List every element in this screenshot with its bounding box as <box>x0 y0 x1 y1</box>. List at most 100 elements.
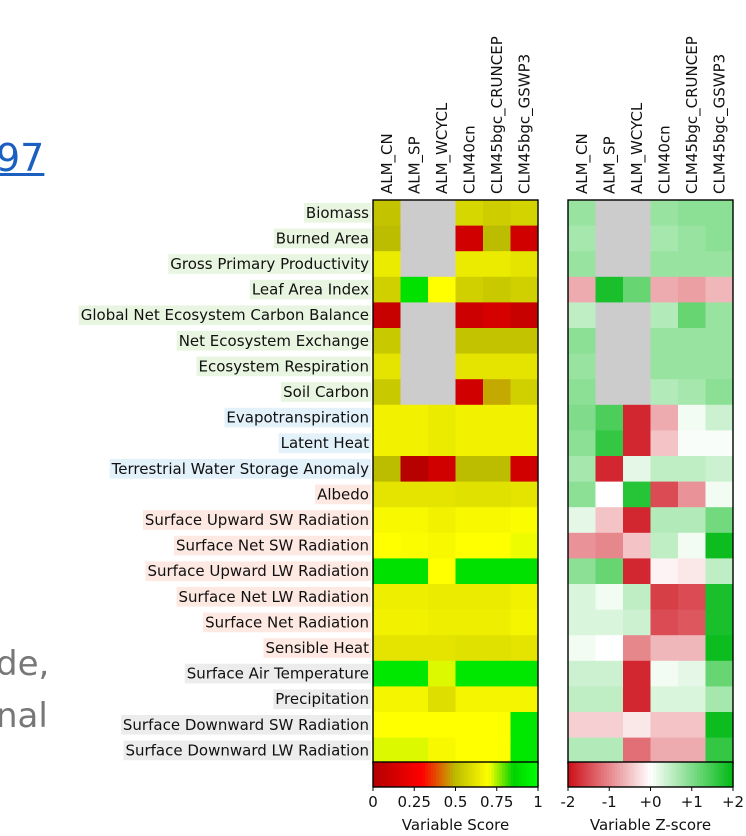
zscore-colorbar-tick-label: +2 <box>722 793 744 811</box>
score-cell <box>455 712 484 739</box>
score-colorbar-segment <box>384 762 388 787</box>
row-label-background <box>273 228 371 249</box>
score-cell <box>400 430 429 457</box>
zscore-cell <box>623 430 651 457</box>
score-colorbar-segment <box>375 762 380 787</box>
score-colorbar-segment <box>428 762 432 787</box>
score-cell <box>455 532 484 559</box>
zscore-cell <box>650 302 679 329</box>
score-colorbar-segment <box>417 762 421 787</box>
zscore-cell <box>595 532 624 559</box>
zscore-colorbar-segment <box>683 762 687 787</box>
zscore-colorbar-segment <box>592 762 597 787</box>
score-cell <box>510 584 539 611</box>
score-cell <box>510 328 539 355</box>
score-cell <box>428 635 456 662</box>
zscore-cell <box>568 456 596 483</box>
row-label-background <box>173 535 371 556</box>
zscore-colorbar-segment <box>727 762 731 787</box>
score-cell <box>455 686 484 713</box>
score-cell <box>428 532 456 559</box>
score-colorbar-segment <box>488 762 492 787</box>
zscore-column-label: ALM_CN <box>573 133 592 194</box>
zscore-cell <box>595 737 624 764</box>
zscore-colorbar-segment <box>716 762 720 787</box>
row-label: Surface Air Temperature <box>187 665 369 683</box>
row-label-background <box>176 331 371 351</box>
score-colorbar-segment <box>450 762 454 787</box>
row-label: Surface Net LW Radiation <box>179 588 370 606</box>
score-cell <box>400 635 429 662</box>
zscore-column-label: CLM40cn <box>655 125 673 194</box>
zscore-colorbar-segment <box>700 762 704 787</box>
score-colorbar-segment <box>535 762 539 787</box>
row-label-background <box>303 203 371 223</box>
background-link-fragment[interactable]: 97 <box>0 136 45 180</box>
zscore-colorbar-segment <box>722 762 726 787</box>
zscore-colorbar-segment <box>653 762 657 787</box>
zscore-cell <box>705 225 734 252</box>
score-cell <box>510 507 539 534</box>
score-cell <box>373 251 401 278</box>
zscore-cell <box>705 251 734 278</box>
row-label: Surface Net SW Radiation <box>176 537 369 555</box>
row-label: Surface Upward SW Radiation <box>145 511 369 529</box>
score-cell <box>428 686 456 713</box>
score-colorbar-segment <box>502 762 506 787</box>
zscore-colorbar-segment <box>614 762 619 787</box>
zscore-cell <box>595 456 624 483</box>
score-cell <box>483 430 511 457</box>
score-cell <box>373 200 401 227</box>
score-cell <box>510 379 539 406</box>
score-cell <box>455 507 484 534</box>
zscore-cell <box>678 456 706 483</box>
score-colorbar-segment <box>516 762 520 787</box>
zscore-column-label: CLM45bgc_CRUNCEP <box>683 36 702 194</box>
score-cell <box>455 225 484 252</box>
background-fragment-top: • <box>0 0 22 17</box>
zscore-cell <box>678 404 706 431</box>
zscore-colorbar-segment <box>702 762 707 787</box>
row-label-background <box>145 561 371 581</box>
row-label: Burned Area <box>276 229 369 247</box>
score-colorbar-tick-label: 0.75 <box>480 793 513 811</box>
row-label-background <box>224 407 371 428</box>
background-text-fragment-1: de, <box>0 644 50 684</box>
zscore-cell <box>705 328 734 355</box>
zscore-cell <box>650 456 679 483</box>
zscore-cell <box>568 225 596 252</box>
zscore-colorbar-segment <box>620 762 624 787</box>
zscore-cell <box>595 379 624 406</box>
zscore-cell <box>650 558 679 585</box>
zscore-cell <box>650 635 679 662</box>
score-colorbar-segment <box>510 762 514 787</box>
zscore-cell <box>568 660 596 687</box>
zscore-colorbar-segment <box>658 762 663 787</box>
zscore-cell <box>595 353 624 380</box>
score-cell <box>400 200 429 227</box>
score-colorbar-segment <box>461 762 465 787</box>
score-cell <box>483 302 511 329</box>
score-colorbar-segment <box>447 762 451 787</box>
score-cell <box>455 404 484 431</box>
score-cell <box>373 660 401 687</box>
zscore-cell <box>705 507 734 534</box>
score-heatmap <box>372 199 539 764</box>
zscore-colorbar-segment <box>579 762 583 787</box>
zscore-cell <box>568 558 596 585</box>
score-cell <box>400 353 429 380</box>
zscore-cell <box>595 712 624 739</box>
zscore-cell <box>705 302 734 329</box>
zscore-cell <box>623 481 651 508</box>
zscore-cell <box>623 404 651 431</box>
zscore-cell <box>650 660 679 687</box>
score-colorbar-segment <box>477 762 481 787</box>
score-cell <box>455 558 484 585</box>
zscore-cell <box>623 532 651 559</box>
score-cell <box>373 558 401 585</box>
zscore-colorbar-segment <box>603 762 608 787</box>
row-label-background <box>196 356 371 377</box>
row-label-background <box>263 638 371 658</box>
score-cell <box>428 456 456 483</box>
score-colorbar-segment <box>518 762 523 787</box>
